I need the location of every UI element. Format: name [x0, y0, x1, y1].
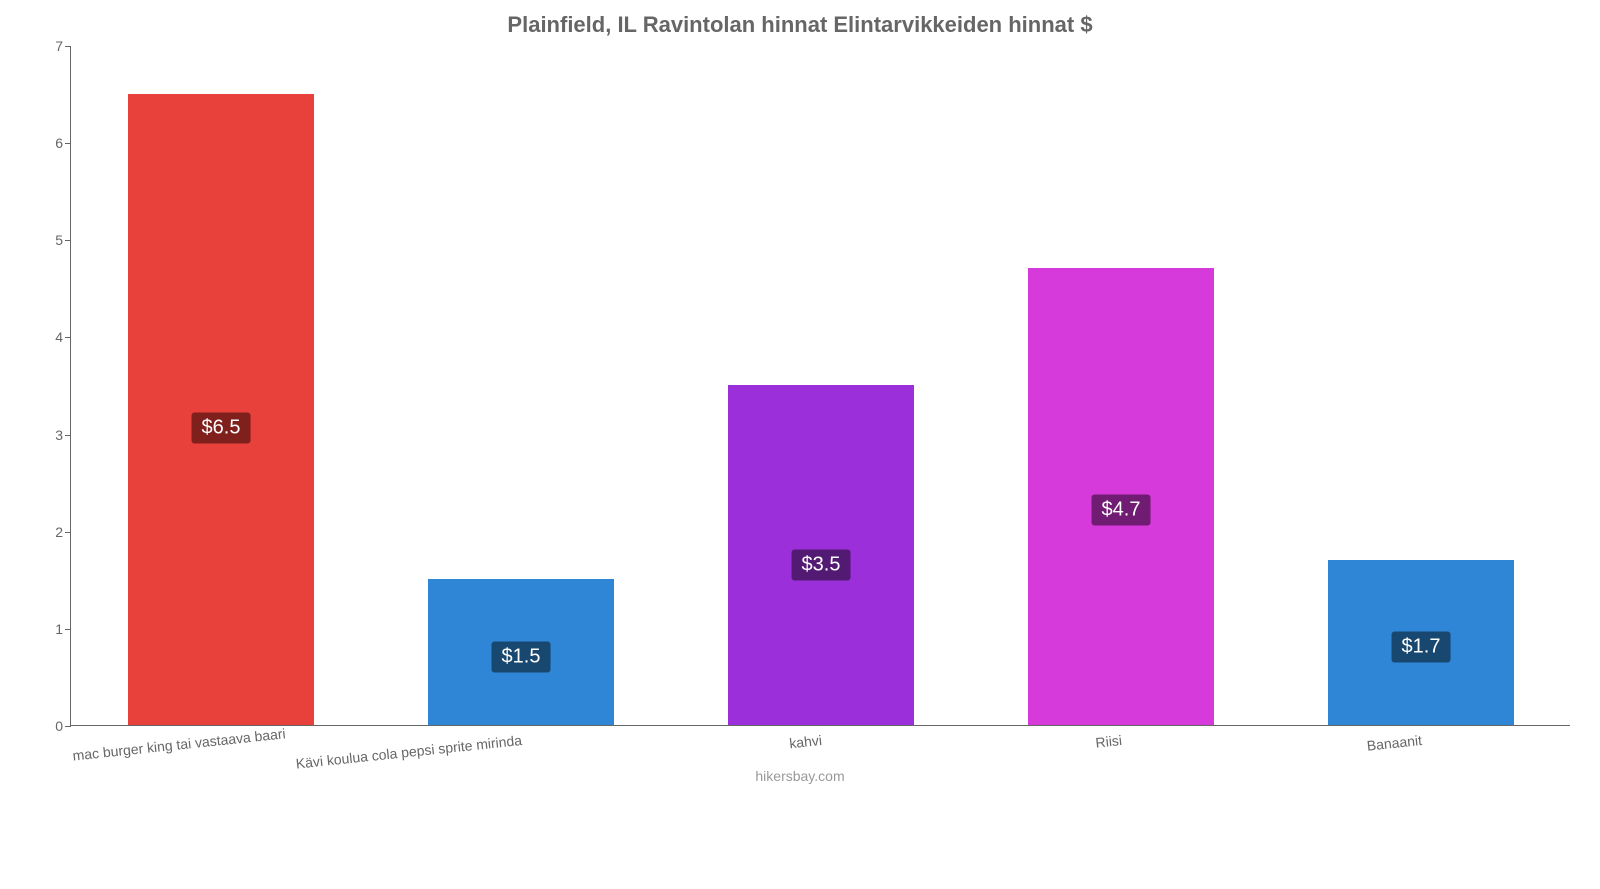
value-badge: $4.7: [1092, 495, 1151, 526]
value-badge: $3.5: [792, 550, 851, 581]
y-tick-mark: [65, 337, 71, 338]
bar: $1.7: [1328, 560, 1514, 725]
plot-area: 01234567$6.5mac burger king tai vastaava…: [70, 46, 1570, 726]
chart-title: Plainfield, IL Ravintolan hinnat Elintar…: [0, 12, 1600, 38]
value-badge: $1.7: [1392, 632, 1451, 663]
bar: $4.7: [1028, 268, 1214, 725]
bar: $3.5: [728, 385, 914, 725]
y-tick-mark: [65, 435, 71, 436]
value-badge: $6.5: [192, 413, 251, 444]
y-tick-mark: [65, 629, 71, 630]
chart-footer: hikersbay.com: [0, 768, 1600, 784]
bar: $6.5: [128, 94, 314, 725]
y-tick-mark: [65, 143, 71, 144]
y-tick-mark: [65, 532, 71, 533]
value-badge: $1.5: [492, 641, 551, 672]
y-tick-mark: [65, 240, 71, 241]
x-tick-label: Banaanit: [78, 732, 1422, 889]
y-tick-mark: [65, 46, 71, 47]
x-tick-label: mac burger king tai vastaava baari: [72, 732, 223, 764]
y-tick-mark: [65, 726, 71, 727]
bar: $1.5: [428, 579, 614, 725]
